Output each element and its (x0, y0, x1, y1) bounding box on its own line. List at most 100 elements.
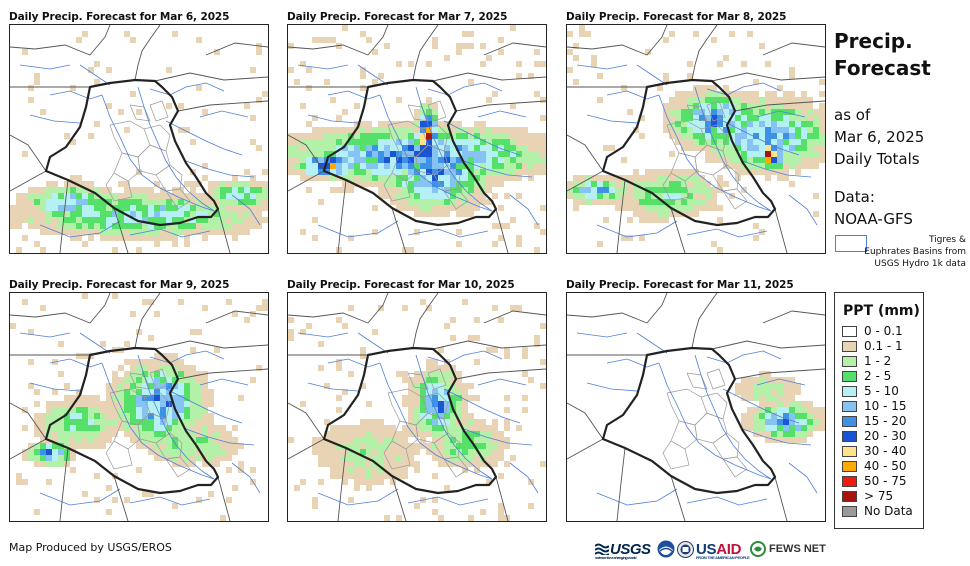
legend-row: 0 - 0.1 (842, 324, 923, 339)
legend-label: 50 - 75 (864, 474, 907, 488)
legend-row: 0.1 - 1 (842, 339, 923, 354)
legend-row: 40 - 50 (842, 459, 923, 474)
legend-label: 0 - 0.1 (864, 324, 903, 338)
legend-row: 10 - 15 (842, 399, 923, 414)
panel-title: Daily Precip. Forecast for Mar 8, 2025 (566, 11, 787, 23)
basin-legend: Tigres & Euphrates Basins from USGS Hydr… (834, 232, 966, 274)
panel-title: Daily Precip. Forecast for Mar 10, 2025 (287, 279, 515, 291)
basin-swatch-icon (835, 235, 867, 252)
legend-row: 30 - 40 (842, 444, 923, 459)
forecast-panel-mar-9: Daily Precip. Forecast for Mar 9, 2025 (9, 278, 271, 522)
legend-label: 30 - 40 (864, 444, 907, 458)
precip-map (9, 292, 269, 522)
panel-title: Daily Precip. Forecast for Mar 6, 2025 (9, 11, 230, 23)
usaid-aid: AID (716, 540, 742, 558)
basin-line: Tigres & (928, 235, 966, 245)
legend-label: 15 - 20 (864, 414, 907, 428)
forecast-panel-mar-7: Daily Precip. Forecast for Mar 7, 2025 (287, 10, 549, 254)
basin-line: USGS Hydro 1k data (874, 259, 966, 269)
province-lines (662, 368, 748, 478)
country-borders (10, 25, 268, 253)
iraq-border (44, 346, 220, 495)
legend-row: 1 - 2 (842, 354, 923, 369)
legend-swatch (842, 476, 857, 487)
legend-swatch (842, 431, 857, 442)
precip-map (566, 24, 826, 254)
iraq-border (601, 78, 777, 227)
legend-swatch (842, 341, 857, 352)
noaa-logo (657, 536, 675, 562)
precip-map (287, 24, 547, 254)
iraq-border (44, 78, 220, 227)
precip-map (9, 24, 269, 254)
dhs-seal (677, 536, 694, 562)
globe-icon (750, 541, 766, 557)
agency-logos: USGS science for a changing world US AID … (595, 536, 827, 562)
province-lines (105, 368, 191, 478)
usgs-logo: USGS science for a changing world (595, 536, 651, 562)
iraq-border (601, 346, 777, 495)
usgs-wave-icon (595, 543, 609, 555)
country-borders (10, 293, 268, 521)
legend-label: > 75 (864, 489, 894, 503)
basin-line: Euphrates Basins from (864, 247, 966, 257)
panel-title: Daily Precip. Forecast for Mar 7, 2025 (287, 11, 508, 23)
panel-title: Daily Precip. Forecast for Mar 11, 2025 (566, 279, 794, 291)
basin-legend-text: Tigres & Euphrates Basins from USGS Hydr… (834, 234, 966, 270)
legend-swatch (842, 326, 857, 337)
legend-label: 5 - 10 (864, 384, 899, 398)
panel-title: Daily Precip. Forecast for Mar 9, 2025 (9, 279, 230, 291)
legend-label: 0.1 - 1 (864, 339, 903, 353)
country-borders (567, 293, 825, 521)
river-lines (297, 64, 539, 238)
legend-row: 15 - 20 (842, 414, 923, 429)
legend-label: 20 - 30 (864, 429, 907, 443)
legend-swatch (842, 461, 857, 472)
usaid-logo: US AID FROM THE AMERICAN PEOPLE (696, 536, 750, 562)
map-credit: Map Produced by USGS/EROS (9, 541, 172, 554)
legend-row: 5 - 10 (842, 384, 923, 399)
legend-swatch (842, 356, 857, 367)
as-of-label: as of (834, 106, 871, 124)
seal-icon (677, 540, 694, 558)
legend-swatch (842, 491, 857, 502)
legend-label: 40 - 50 (864, 459, 907, 473)
legend-row: 50 - 75 (842, 474, 923, 489)
legend-row: 2 - 5 (842, 369, 923, 384)
province-lines (105, 100, 191, 210)
info-title-line1: Precip. (834, 29, 913, 53)
legend-swatch (842, 416, 857, 427)
as-of-date: Mar 6, 2025 (834, 128, 925, 146)
fewsnet-logo: FEWS NET (750, 536, 826, 562)
iraq-border (322, 346, 498, 495)
legend-row: No Data (842, 504, 923, 519)
country-borders (567, 25, 825, 253)
fewsnet-wordmark: FEWS NET (769, 543, 826, 555)
legend-title: PPT (mm) (843, 303, 920, 319)
forecast-panel-mar-11: Daily Precip. Forecast for Mar 11, 2025 (566, 278, 828, 522)
legend-swatch (842, 446, 857, 457)
legend-label: 2 - 5 (864, 369, 892, 383)
legend-label: 1 - 2 (864, 354, 892, 368)
data-label: Data: (834, 188, 875, 206)
country-borders (288, 293, 546, 521)
usaid-us: US (696, 540, 717, 558)
iraq-border (322, 78, 498, 227)
legend-row: 20 - 30 (842, 429, 923, 444)
precip-map (566, 292, 826, 522)
usgs-tagline: science for a changing world (595, 555, 637, 560)
legend-label: 10 - 15 (864, 399, 907, 413)
precip-grid (729, 371, 825, 449)
precip-grid (10, 31, 268, 253)
legend-label: No Data (864, 504, 913, 518)
usaid-tagline: FROM THE AMERICAN PEOPLE (696, 555, 750, 560)
legend-swatch (842, 506, 857, 517)
precip-grid (288, 25, 546, 253)
data-source: NOAA-GFS (834, 210, 913, 228)
river-lines (19, 332, 261, 506)
river-lines (297, 332, 539, 506)
precip-grid (10, 293, 268, 521)
precip-grid (288, 299, 546, 521)
